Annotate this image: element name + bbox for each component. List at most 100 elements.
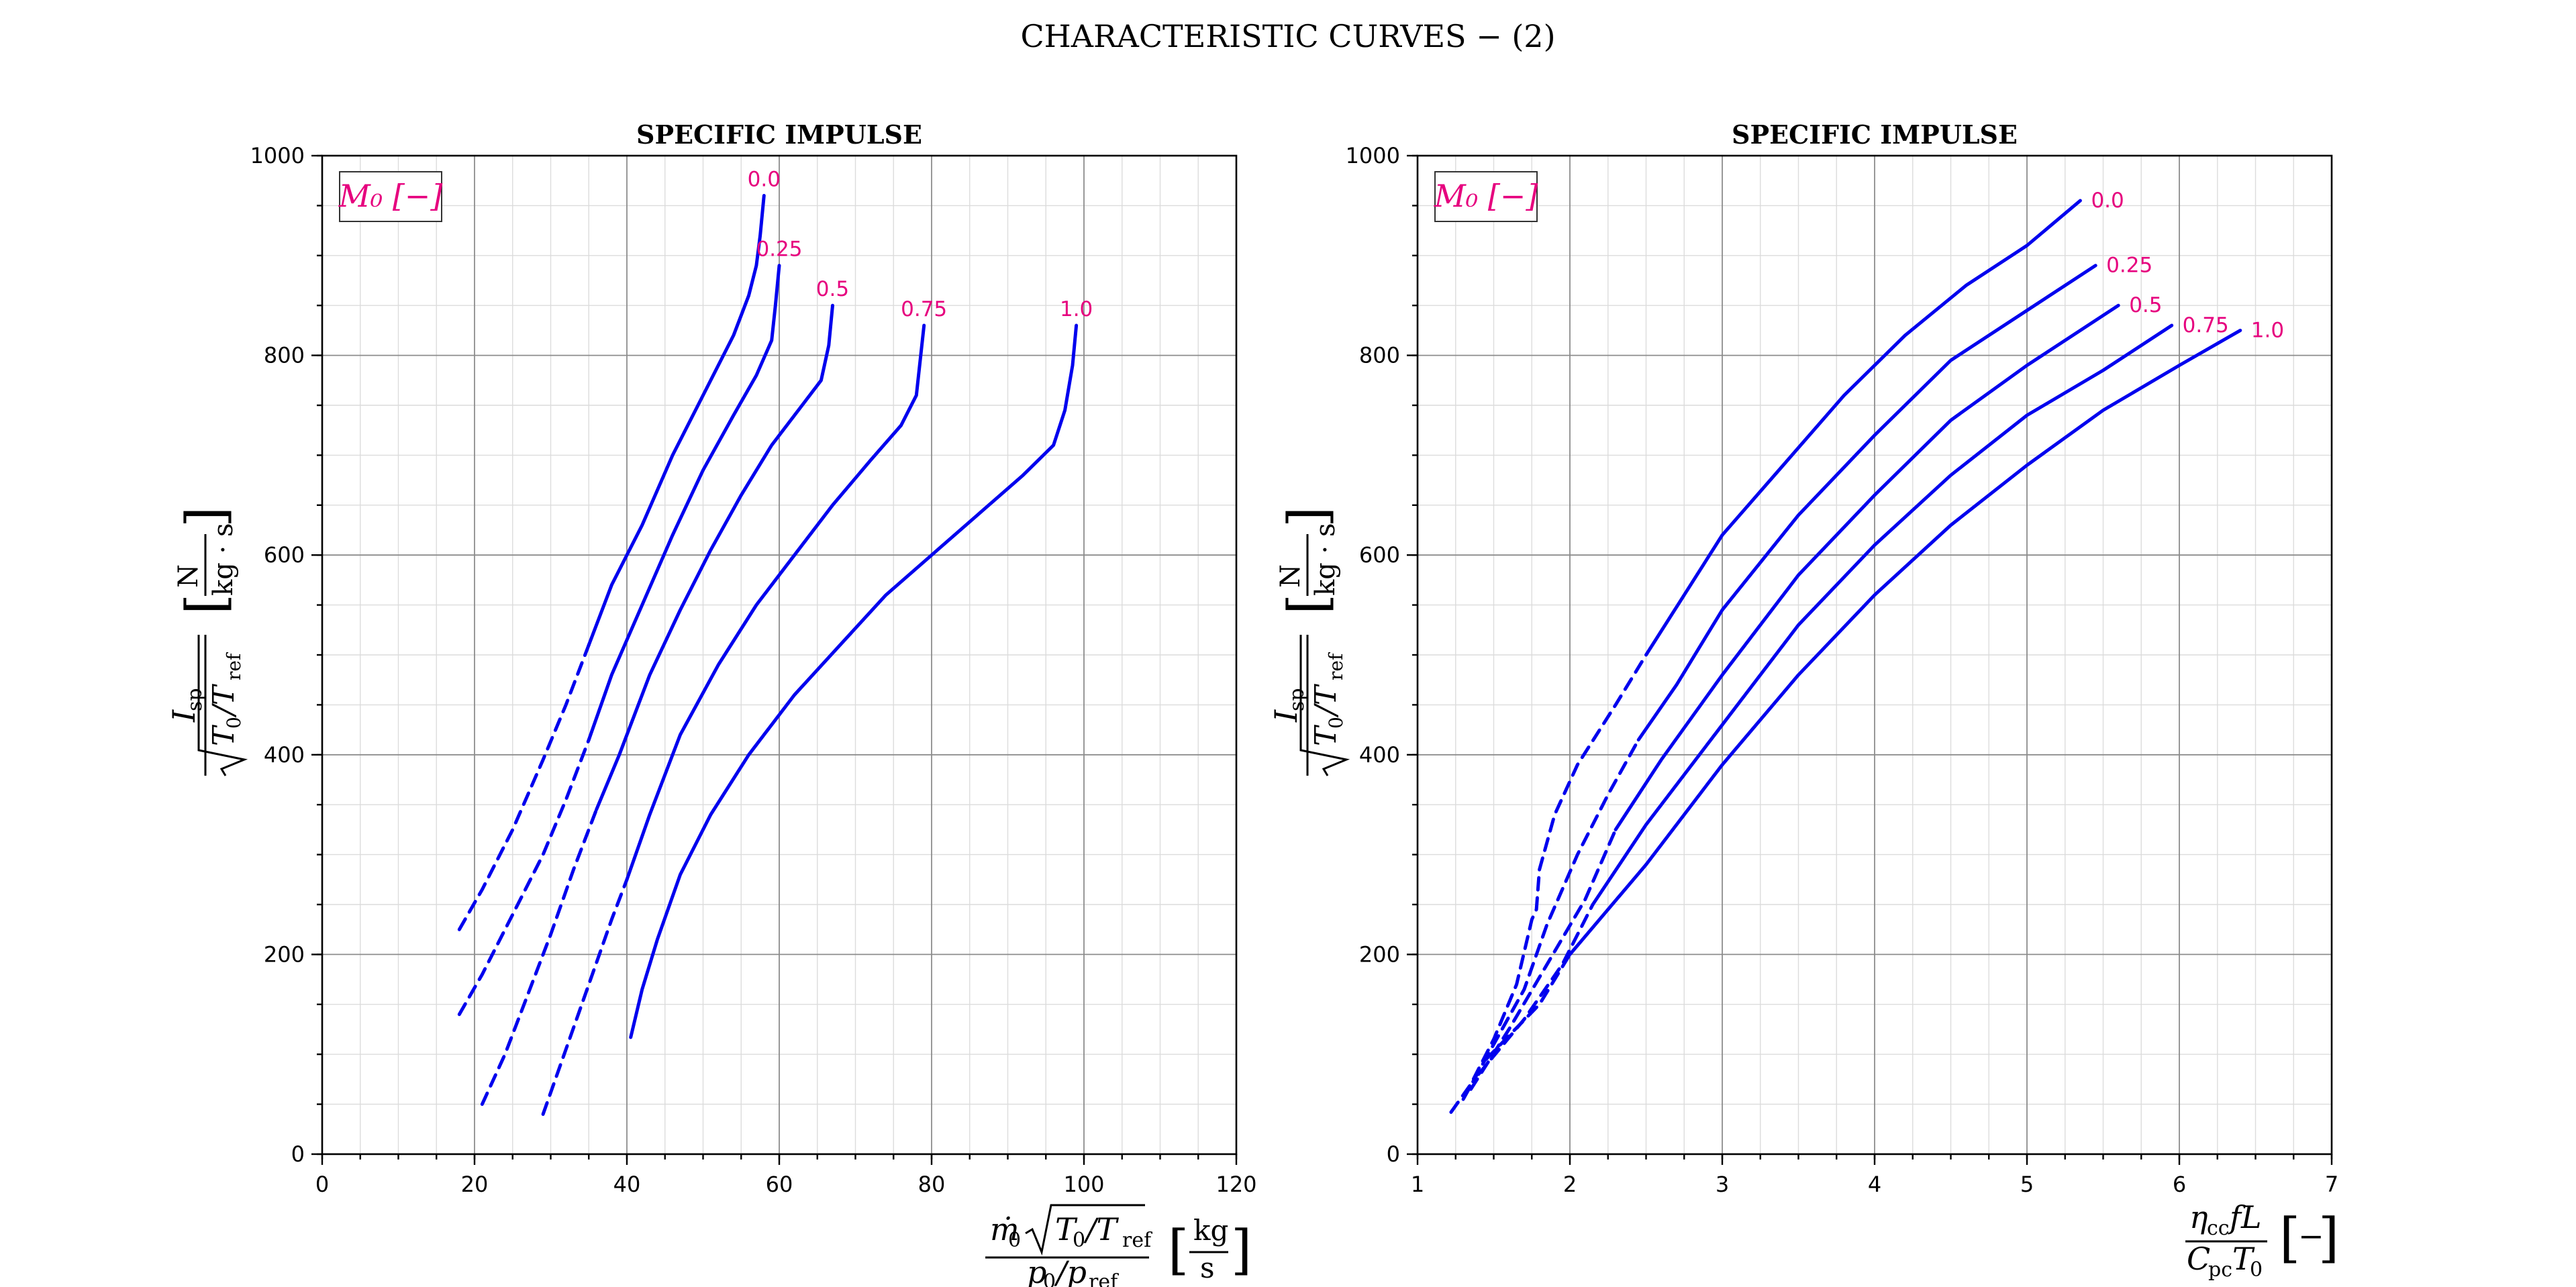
series-line xyxy=(1644,199,2082,657)
svg-text:/T: /T xyxy=(1083,1211,1119,1247)
plot-frame xyxy=(321,154,1238,1155)
svg-text:]: ] xyxy=(1231,1219,1252,1281)
legend-box xyxy=(1434,171,1538,222)
y-tick-label: 200 xyxy=(1359,941,1400,967)
series-line-dashed xyxy=(457,643,591,931)
svg-text:kg · s: kg · s xyxy=(208,523,239,596)
svg-text:kg · s: kg · s xyxy=(1310,523,1341,596)
series-line xyxy=(1591,323,2174,907)
x-tick-label: 6 xyxy=(2173,1172,2186,1197)
y-tick-label: 400 xyxy=(1359,742,1400,768)
series-line xyxy=(587,194,766,647)
legend-label: M₀ [−] xyxy=(338,178,443,214)
y-axis-label-right: I sp T 0 /T ref [ N kg · s ] xyxy=(1268,507,1350,776)
chart-title: SPECIFIC IMPULSE xyxy=(1732,119,2018,150)
series-label: 1.0 xyxy=(2251,318,2284,342)
svg-text:0: 0 xyxy=(1008,1229,1021,1252)
svg-text:[: [ xyxy=(1168,1219,1189,1281)
legend-label: M₀ [−] xyxy=(1434,178,1538,214)
svg-text:fL: fL xyxy=(2228,1199,2262,1235)
y-axis-label-left: I sp T 0 /T ref [ N kg · s ] xyxy=(166,507,248,776)
series-line xyxy=(629,323,1079,1039)
y-tick-label: 600 xyxy=(264,542,305,568)
series-line xyxy=(1636,264,2097,741)
x-tick-label: 100 xyxy=(1063,1172,1104,1197)
svg-text:/T: /T xyxy=(1309,683,1343,718)
svg-text:pc: pc xyxy=(2208,1258,2232,1282)
series-label: 0.75 xyxy=(901,297,947,321)
svg-text:p: p xyxy=(1027,1254,1046,1287)
plot-frame xyxy=(1416,154,2333,1155)
svg-text:[: [ xyxy=(175,594,237,615)
svg-text:0: 0 xyxy=(1043,1270,1056,1287)
svg-text:]: ] xyxy=(175,507,237,527)
series-label: 0.25 xyxy=(2106,254,2152,278)
x-tick-label: 4 xyxy=(1868,1172,1881,1197)
series-line-dashed xyxy=(457,738,591,1017)
series-label: 0.0 xyxy=(748,168,781,192)
series-label: 0.75 xyxy=(2183,313,2229,338)
y-tick-label: 1000 xyxy=(1346,143,1400,168)
series-line-dashed xyxy=(1484,952,1572,1062)
y-tick-label: 400 xyxy=(264,742,305,768)
series-line-dashed xyxy=(1477,903,1595,1076)
svg-text:I: I xyxy=(1268,709,1304,723)
series-line xyxy=(1568,328,2242,956)
series-line xyxy=(625,323,926,882)
svg-text:ref: ref xyxy=(1325,652,1347,680)
y-tick-label: 0 xyxy=(1387,1141,1400,1167)
series-line xyxy=(595,303,834,812)
svg-text:ref: ref xyxy=(1089,1270,1119,1287)
series-line-dashed xyxy=(1461,738,1640,1101)
x-tick-label: 80 xyxy=(918,1172,946,1197)
svg-text:C: C xyxy=(2187,1241,2210,1277)
svg-text:/p: /p xyxy=(1054,1254,1087,1287)
series-label: 0.5 xyxy=(816,277,849,301)
legend-box xyxy=(339,171,442,222)
svg-text:T: T xyxy=(2232,1241,2255,1277)
series-line xyxy=(1614,303,2120,831)
x-axis-label-left: ṁ 0 T 0 /T ref p 0 /p ref [ kg s ] xyxy=(985,1204,1252,1287)
y-tick-label: 200 xyxy=(264,941,305,967)
chart-panel-left: 0 20 40 60 80 100 120 0 200 400 600 800 1000 SPECIFIC… xyxy=(250,119,1257,1197)
chart-panel-right: 1 2 3 4 5 6 7 0 200 400 600 800 1000 SPECIFIC IMPULSE… xyxy=(1346,119,2339,1197)
x-tick-label: 2 xyxy=(1563,1172,1577,1197)
chart-title: SPECIFIC IMPULSE xyxy=(636,119,922,150)
x-tick-label: 0 xyxy=(315,1172,329,1197)
svg-text:0: 0 xyxy=(1073,1229,1085,1252)
svg-text:ref: ref xyxy=(1122,1229,1152,1252)
x-axis-label-right: η cc fL C pc T 0 [ − ] xyxy=(2185,1199,2339,1282)
series-line-dashed xyxy=(541,878,629,1116)
svg-text:−: − xyxy=(2298,1218,2324,1254)
svg-text:N: N xyxy=(1275,564,1306,588)
x-tick-label: 60 xyxy=(766,1172,793,1197)
x-tick-label: 3 xyxy=(1716,1172,1729,1197)
figure-title: CHARACTERISTIC CURVES − (2) xyxy=(1020,18,1555,54)
series-line xyxy=(587,264,781,741)
svg-text:T: T xyxy=(1055,1211,1078,1247)
svg-text:T: T xyxy=(207,724,241,746)
svg-text:cc: cc xyxy=(2207,1217,2230,1240)
svg-text:T: T xyxy=(1309,724,1343,746)
x-tick-label: 20 xyxy=(461,1172,489,1197)
svg-text:[: [ xyxy=(1277,594,1339,615)
svg-text:I: I xyxy=(166,709,202,723)
svg-text:sp: sp xyxy=(183,688,207,711)
series-label: 0.0 xyxy=(2091,189,2124,213)
x-tick-label: 5 xyxy=(2020,1172,2034,1197)
series-line-dashed xyxy=(1469,827,1618,1091)
x-tick-label: 1 xyxy=(1411,1172,1424,1197)
svg-text:N: N xyxy=(173,564,204,588)
svg-text:kg: kg xyxy=(1193,1214,1228,1247)
series-label: 1.0 xyxy=(1060,297,1093,321)
svg-text:[: [ xyxy=(2279,1206,2300,1269)
svg-text:/T: /T xyxy=(207,683,241,718)
svg-text:]: ] xyxy=(2318,1206,2339,1269)
svg-text:sp: sp xyxy=(1285,688,1309,711)
series-label: 0.25 xyxy=(756,238,802,262)
svg-text:0: 0 xyxy=(1325,717,1347,729)
series-line-dashed xyxy=(1449,653,1648,1114)
y-tick-label: 0 xyxy=(291,1141,305,1167)
series-label: 0.5 xyxy=(2129,293,2162,317)
